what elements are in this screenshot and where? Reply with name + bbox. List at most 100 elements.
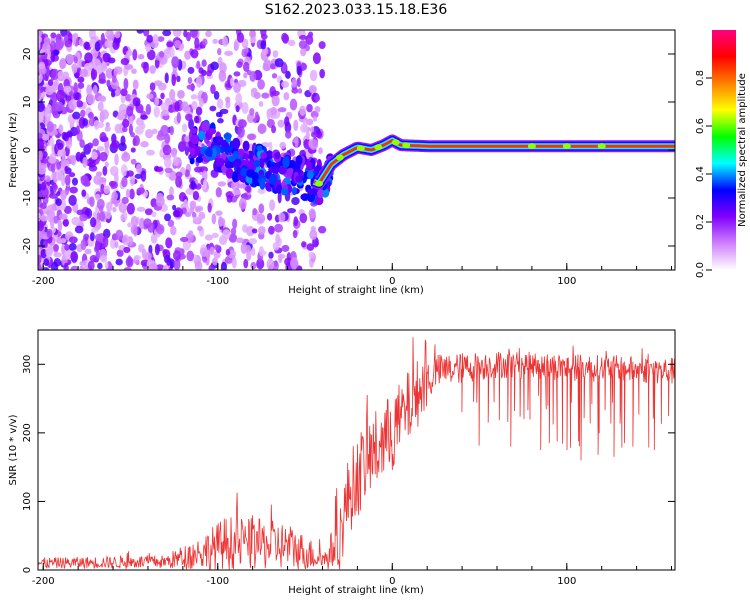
ridge-cell: [306, 170, 314, 180]
noise-cell: [222, 229, 231, 240]
noise-cell: [291, 78, 297, 88]
noise-cell: [45, 209, 50, 216]
noise-cell: [185, 113, 193, 122]
noise-cell: [46, 121, 54, 133]
noise-cell: [64, 165, 69, 172]
noise-cell: [130, 158, 137, 165]
noise-cell: [41, 51, 48, 60]
noise-cell: [84, 62, 93, 71]
ridge-cell: [251, 171, 259, 182]
noise-cell: [99, 131, 107, 142]
noise-cell: [109, 31, 114, 39]
snr-frame: [37, 329, 676, 571]
noise-cell: [184, 211, 192, 217]
colorbar-tick-label: 0.8: [695, 70, 706, 86]
noise-cell: [202, 178, 208, 191]
noise-cell: [154, 166, 164, 172]
ridge-cell: [306, 192, 316, 203]
noise-cell: [289, 98, 298, 111]
noise-cell: [207, 202, 212, 213]
noise-cell: [270, 90, 280, 97]
noise-cell: [112, 206, 117, 213]
noise-cell: [266, 258, 275, 270]
spectrogram-y-tick-label: -20: [22, 238, 33, 254]
noise-cell: [68, 194, 77, 206]
noise-cell: [277, 119, 285, 128]
spectrogram-y-tick-label: 10: [22, 96, 33, 109]
noise-cell: [244, 244, 252, 253]
noise-cell: [123, 77, 129, 90]
spectrogram-cells: [38, 30, 675, 270]
noise-cell: [257, 79, 265, 90]
noise-cell: [190, 180, 196, 190]
noise-cell: [192, 216, 200, 224]
noise-cell: [154, 96, 160, 107]
noise-cell: [261, 92, 270, 99]
noise-cell: [231, 180, 240, 191]
noise-cell: [153, 106, 160, 118]
ridge-cell: [260, 152, 268, 160]
noise-cell: [170, 225, 177, 236]
spectrogram-x-tick-label: -100: [206, 276, 229, 287]
noise-cell: [269, 199, 276, 211]
noise-cell: [118, 110, 124, 117]
noise-cell: [50, 70, 55, 81]
noise-cell: [143, 30, 150, 37]
noise-cell: [79, 68, 89, 78]
noise-cell: [71, 177, 79, 186]
noise-cell: [38, 221, 45, 232]
noise-cell: [132, 79, 139, 90]
ridge-cell: [274, 152, 281, 160]
ridge-cell: [219, 146, 226, 154]
noise-cell: [98, 72, 106, 84]
noise-cell: [281, 32, 289, 43]
noise-cell: [133, 135, 140, 147]
noise-cell: [112, 39, 120, 50]
noise-cell: [164, 167, 173, 174]
noise-cell: [212, 257, 219, 266]
ridge-cell: [315, 195, 324, 206]
noise-cell: [120, 57, 130, 66]
snr-y-label: SNR (10 * v/v): [8, 414, 19, 485]
noise-cell: [315, 130, 323, 139]
spectrogram-y-tick-label: 20: [22, 48, 33, 61]
noise-cell: [132, 97, 141, 107]
ridge-cell: [225, 168, 234, 179]
noise-cell: [144, 208, 153, 216]
noise-cell: [55, 198, 62, 207]
noise-cell: [172, 30, 182, 38]
noise-cell: [38, 61, 46, 70]
noise-cell: [91, 227, 99, 233]
noise-cell: [220, 261, 227, 270]
noise-cell: [172, 204, 177, 211]
noise-cell: [266, 212, 273, 221]
snr-y-tick-label: 100: [22, 492, 33, 511]
ridge-cell: [316, 188, 324, 198]
noise-cell: [105, 201, 113, 212]
noise-cell: [272, 241, 280, 251]
noise-cell: [173, 250, 181, 261]
ridge-cell: [204, 148, 213, 157]
noise-cell: [83, 41, 90, 50]
spectrogram-x-label: Height of straight line (km): [288, 285, 424, 296]
noise-cell: [130, 131, 135, 138]
noise-cell: [272, 50, 279, 58]
noise-cell: [74, 72, 80, 79]
noise-cell: [188, 230, 194, 238]
noise-cell: [49, 137, 55, 147]
snr-panel: -200 -100 0 100 0 100 200 300 Height of straig…: [8, 329, 676, 596]
noise-cell: [256, 213, 266, 224]
noise-cell: [82, 117, 89, 127]
noise-cell: [197, 225, 203, 232]
noise-cell: [311, 131, 318, 138]
ridge-cell: [242, 140, 250, 152]
noise-cell: [126, 105, 134, 117]
noise-cell: [120, 214, 125, 222]
noise-cell: [89, 196, 95, 208]
noise-cell: [214, 244, 220, 251]
snr-series: [38, 337, 675, 570]
noise-cell: [50, 161, 56, 173]
noise-cell: [249, 30, 256, 38]
noise-cell: [38, 89, 41, 100]
noise-cell: [241, 101, 249, 114]
